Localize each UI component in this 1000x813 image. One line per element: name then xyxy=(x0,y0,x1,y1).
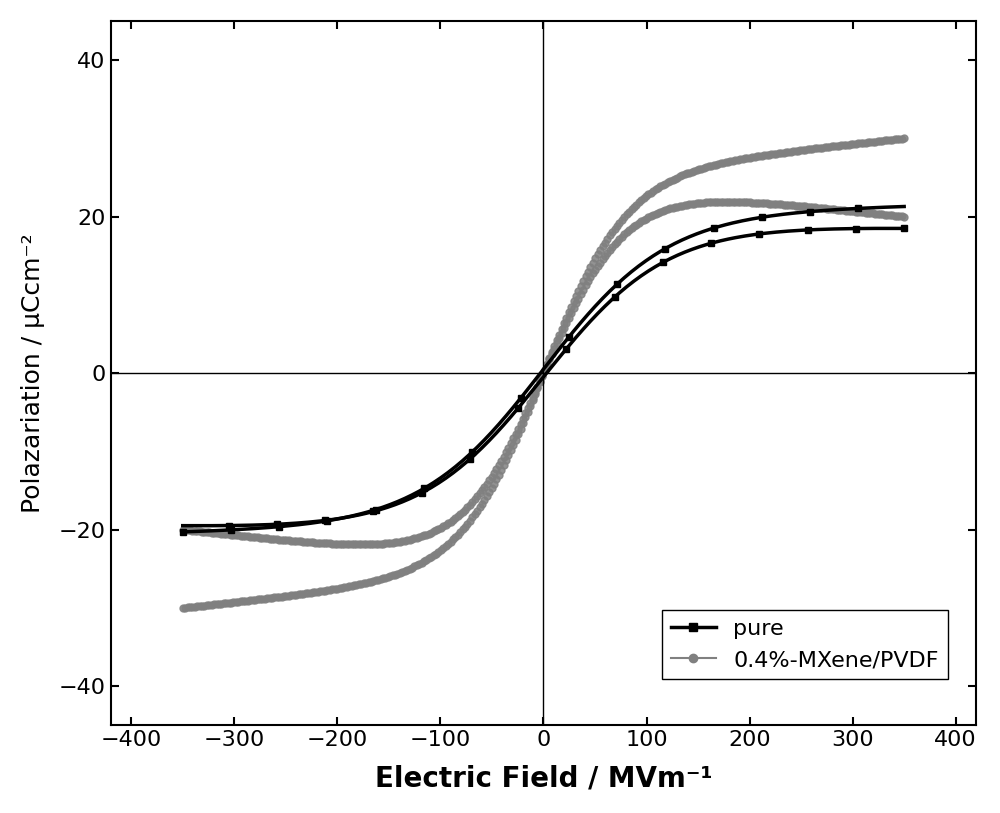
Legend: pure, 0.4%-MXene/PVDF: pure, 0.4%-MXene/PVDF xyxy=(662,611,948,679)
Y-axis label: Polazariation / μCcm⁻²: Polazariation / μCcm⁻² xyxy=(21,233,45,513)
X-axis label: Electric Field / MVm⁻¹: Electric Field / MVm⁻¹ xyxy=(375,764,712,792)
